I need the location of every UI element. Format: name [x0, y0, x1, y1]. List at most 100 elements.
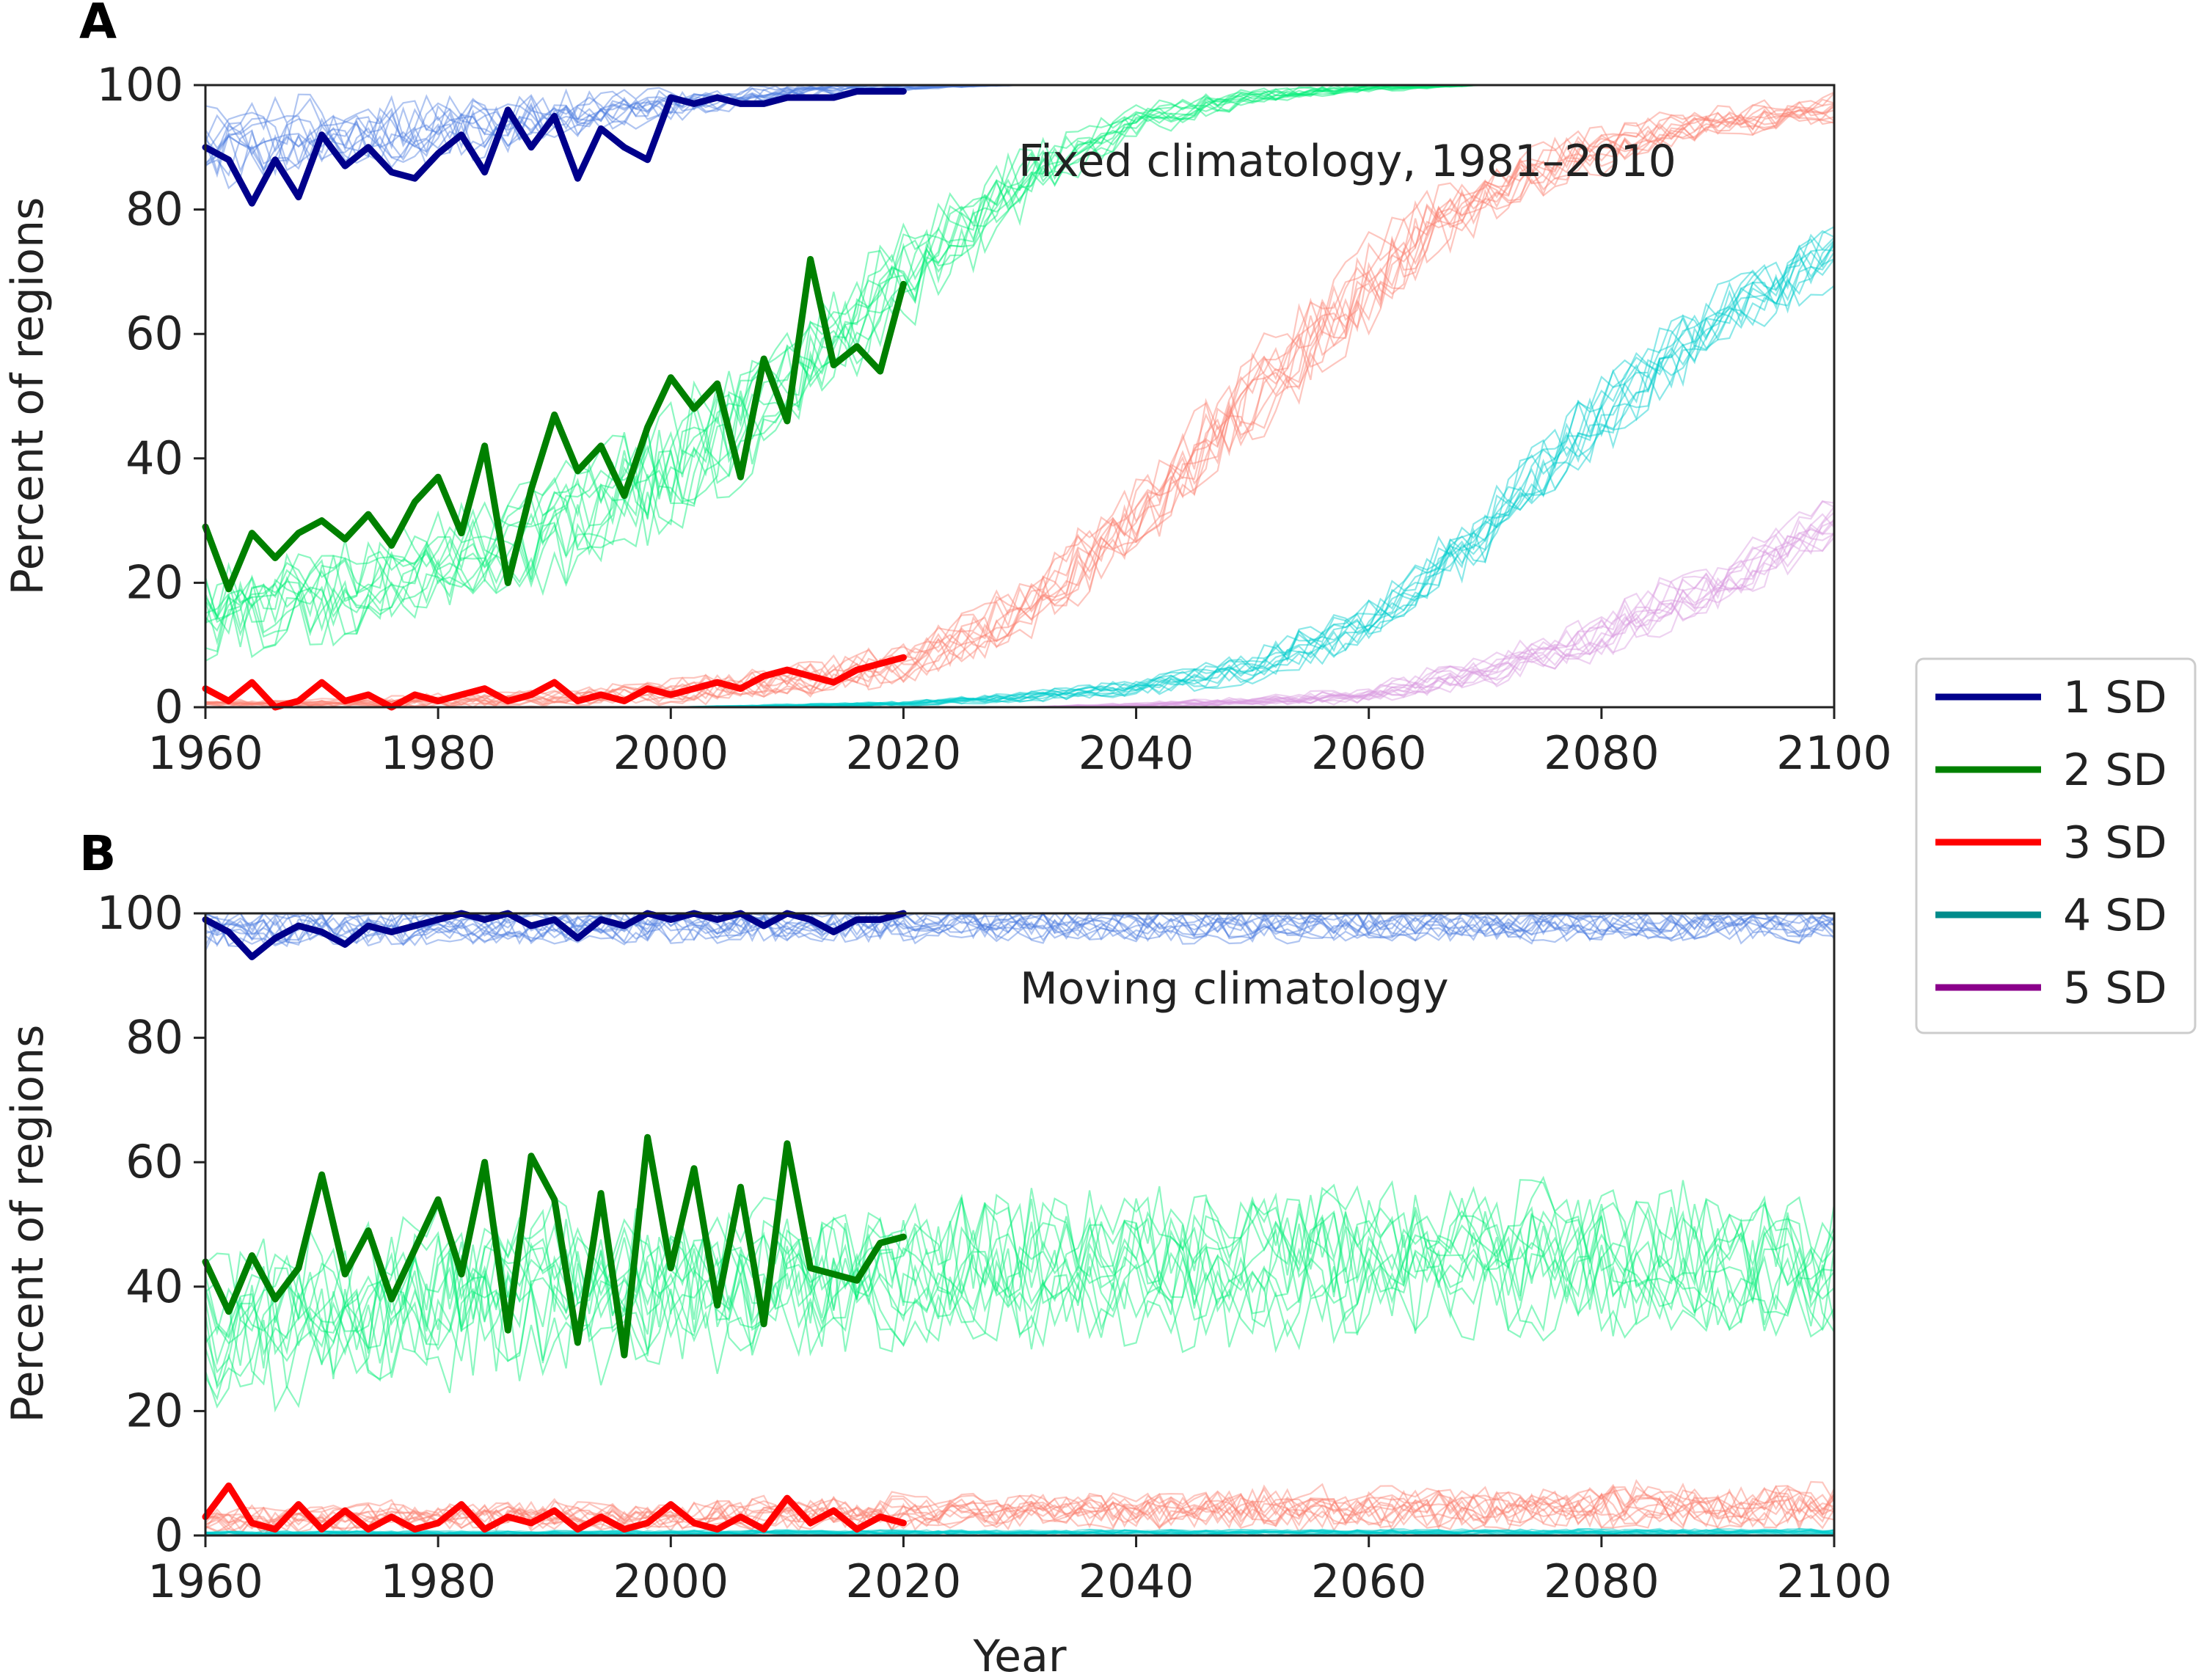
observed-line-3sd [202, 1482, 907, 1533]
ensemble-member-2sd [204, 1175, 1835, 1336]
y-tick-label: 100 [97, 58, 183, 112]
ensemble-member-3sd [205, 109, 1835, 707]
ensemble-member-3sd [205, 92, 1835, 706]
panel-a-y-axis: 0 20 40 60 80 100 [97, 58, 205, 734]
ensemble-member-2sd [204, 1241, 1835, 1390]
x-tick-label: 2000 [613, 726, 729, 780]
ensemble-member-3sd [205, 106, 1835, 707]
ensemble-member-4sd [205, 230, 1835, 709]
legend-label: 4 SD [2063, 890, 2167, 941]
ensemble-member-2sd [204, 1194, 1836, 1348]
ensemble-member-3sd [205, 115, 1835, 709]
ensemble-member-2sd [204, 1179, 1835, 1338]
panel-a-plot-frame [204, 84, 1836, 709]
ensemble-member-3sd [205, 91, 1835, 706]
legend-items: 1 SD 2 SD 3 SD 4 SD 5 SD [1935, 672, 2167, 1014]
ensemble-member-3sd [205, 1492, 1835, 1537]
y-tick-label: 60 [125, 1135, 183, 1188]
ensemble-member-1sd [204, 912, 1835, 948]
ensemble-member-3sd [205, 103, 1835, 708]
ensemble-member-4sd [205, 252, 1835, 709]
panel-b-plot-frame [204, 912, 1836, 1537]
ensemble-member-4sd [205, 244, 1835, 709]
y-tick-label: 40 [125, 431, 183, 485]
ensemble-member-2sd [205, 1211, 1835, 1356]
ensemble-member-2sd [204, 1199, 1835, 1366]
x-tick-label: 2000 [613, 1555, 729, 1608]
legend-label: 5 SD [2063, 963, 2167, 1014]
ensemble-member-4sd [205, 1527, 1835, 1535]
ensemble-member-4sd [205, 1528, 1835, 1535]
ensemble-member-3sd [205, 103, 1835, 708]
y-tick-label: 80 [125, 183, 183, 236]
x-tick-label: 1960 [147, 1555, 263, 1608]
ensemble-member-1sd [205, 913, 1835, 947]
y-tick-label: 100 [97, 886, 183, 940]
y-tick-label: 40 [125, 1260, 183, 1313]
ensemble-member-1sd [205, 913, 1835, 948]
panel-b: B 1960 1980 2000 2020 2040 2060 2080 2100 0 2040… [2, 825, 1892, 1680]
observed-line-3sd [202, 654, 907, 711]
legend-label: 2 SD [2063, 745, 2167, 796]
ensemble-member-3sd [205, 1479, 1835, 1524]
ensemble-member-2sd [205, 1249, 1836, 1413]
ensemble-member-2sd [204, 1210, 1836, 1374]
ensemble-member-4sd [205, 239, 1835, 709]
panel-b-y-axis: 0 20 40 60 80 100 [97, 886, 205, 1562]
ensemble-member-3sd [205, 1485, 1835, 1530]
panel-b-annotation: Moving climatology [1020, 963, 1449, 1015]
x-tick-label: 1980 [380, 726, 496, 780]
panel-b-x-axis-title: Year [972, 1631, 1066, 1680]
panel-b-x-axis: 1960 1980 2000 2020 2040 2060 2080 2100 [147, 1535, 1892, 1608]
legend-box [1915, 657, 2197, 1034]
panel-a-x-axis: 1960 1980 2000 2020 2040 2060 2080 2100 [147, 707, 1892, 780]
ensemble-member-1sd [205, 914, 1835, 946]
x-tick-label: 2080 [1544, 1555, 1660, 1608]
ensemble-member-4sd [205, 1529, 1835, 1536]
ensemble-member-4sd [205, 258, 1835, 709]
ensemble-member-2sd [205, 1211, 1835, 1369]
ensemble-member-5sd [205, 532, 1835, 709]
ensemble-member-2sd [204, 1235, 1836, 1387]
ensemble-member-5sd [205, 532, 1835, 709]
panel-a-y-axis-title: Percent of regions [2, 197, 54, 596]
y-tick-label: 60 [125, 307, 183, 360]
ensemble-member-2sd [205, 1186, 1836, 1334]
x-tick-label: 2080 [1544, 726, 1660, 780]
ensemble-member-3sd [205, 98, 1835, 706]
ensemble-member-4sd [205, 1528, 1835, 1535]
ensemble-member-3sd [205, 1488, 1835, 1532]
panel-b-ensembles [204, 911, 1836, 1537]
ensemble-member-3sd [205, 1490, 1836, 1533]
ensemble-member-1sd [205, 914, 1835, 952]
ensemble-member-2sd [204, 1242, 1835, 1409]
legend-label: 1 SD [2063, 672, 2167, 723]
ensemble-member-1sd [205, 911, 1835, 946]
observed-line-1sd [202, 88, 907, 207]
ensemble-member-3sd [205, 113, 1835, 709]
y-tick-label: 0 [155, 1508, 183, 1562]
x-tick-label: 2100 [1776, 1555, 1892, 1608]
legend-label: 3 SD [2063, 817, 2167, 869]
panel-a-letter: A [79, 0, 117, 50]
ensemble-member-1sd [205, 911, 1835, 947]
x-tick-label: 1960 [147, 726, 263, 780]
panel-a-annotation: Fixed climatology, 1981–2010 [1018, 136, 1676, 187]
observed-line-2sd [202, 255, 907, 593]
panel-b-y-axis-title: Percent of regions [2, 1025, 54, 1423]
ensemble-member-3sd [205, 103, 1835, 708]
x-tick-label: 2060 [1311, 1555, 1427, 1608]
x-tick-label: 2020 [846, 1555, 962, 1608]
ensemble-member-4sd [205, 1528, 1835, 1535]
ensemble-member-4sd [205, 1530, 1835, 1537]
ensemble-member-4sd [205, 241, 1835, 709]
y-tick-label: 80 [125, 1011, 183, 1064]
x-tick-label: 2040 [1078, 1555, 1194, 1608]
legend: 1 SD 2 SD 3 SD 4 SD 5 SD [1915, 657, 2197, 1034]
x-tick-label: 1980 [380, 1555, 496, 1608]
panel-b-letter: B [79, 825, 116, 882]
x-tick-label: 2060 [1311, 726, 1427, 780]
panel-b-observed-lines [202, 910, 907, 1533]
x-tick-label: 2020 [846, 726, 962, 780]
ensemble-member-4sd [205, 233, 1835, 709]
